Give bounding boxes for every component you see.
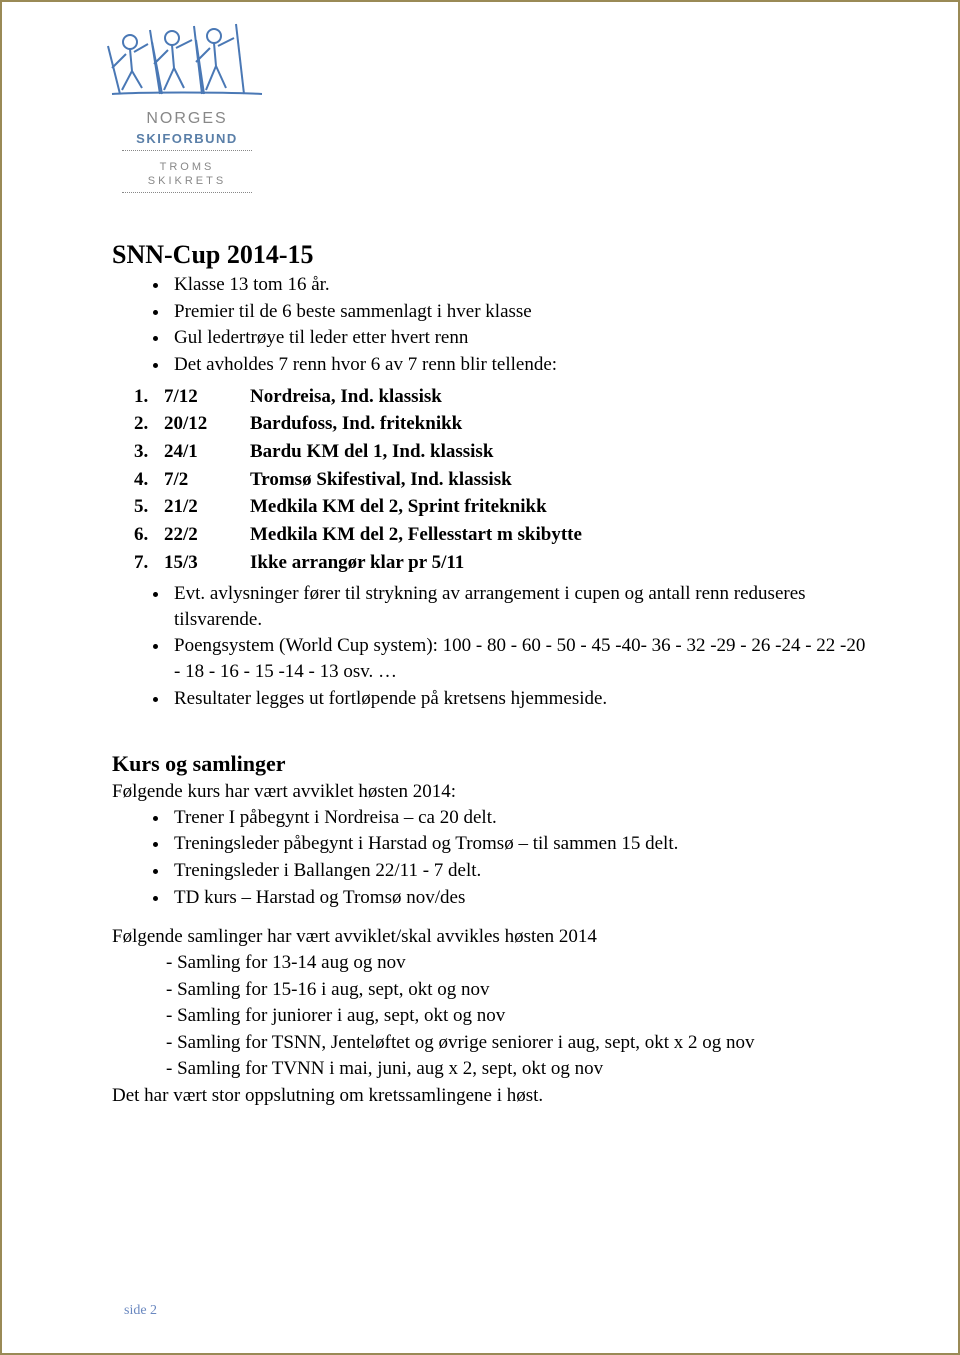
event-date: 24/1 bbox=[164, 439, 250, 465]
snn-intro-list: Klasse 13 tom 16 år. Premier til de 6 be… bbox=[112, 272, 868, 378]
document-body: SNN-Cup 2014-15 Klasse 13 tom 16 år. Pre… bbox=[112, 237, 868, 1109]
event-date: 15/3 bbox=[164, 550, 250, 576]
kurs-closing: Det har vært stor oppslutning om kretssa… bbox=[112, 1083, 868, 1109]
event-date: 21/2 bbox=[164, 494, 250, 520]
snn-events-list: 1. 7/12 Nordreisa, Ind. klassisk 2. 20/1… bbox=[112, 384, 868, 575]
list-item: Samling for 15-16 i aug, sept, okt og no… bbox=[166, 977, 868, 1003]
event-date: 20/12 bbox=[164, 411, 250, 437]
header-logo: NORGES SKIFORBUND TROMS SKIKRETS bbox=[102, 16, 272, 196]
list-item: Samling for TVNN i mai, juni, aug x 2, s… bbox=[166, 1056, 868, 1082]
event-row: 5. 21/2 Medkila KM del 2, Sprint fritekn… bbox=[134, 494, 868, 520]
list-item: Premier til de 6 beste sammenlagt i hver… bbox=[170, 299, 868, 325]
logo-text-region: TROMS SKIKRETS bbox=[102, 161, 272, 189]
snn-cup-title: SNN-Cup 2014-15 bbox=[112, 237, 868, 272]
kurs-title: Kurs og samlinger bbox=[112, 749, 868, 779]
event-row: 4. 7/2 Tromsø Skifestival, Ind. klassisk bbox=[134, 467, 868, 493]
list-item: Klasse 13 tom 16 år. bbox=[170, 272, 868, 298]
list-item: Resultater legges ut fortløpende på kret… bbox=[170, 686, 868, 712]
list-item: TD kurs – Harstad og Tromsø nov/des bbox=[170, 885, 868, 911]
kurs-lead1: Følgende kurs har vært avviklet høsten 2… bbox=[112, 779, 868, 805]
page: NORGES SKIFORBUND TROMS SKIKRETS SNN-Cup… bbox=[0, 0, 960, 1355]
event-row: 2. 20/12 Bardufoss, Ind. friteknikk bbox=[134, 411, 868, 437]
event-desc: Ikke arrangør klar pr 5/11 bbox=[250, 550, 868, 576]
event-desc: Tromsø Skifestival, Ind. klassisk bbox=[250, 467, 868, 493]
list-item: Treningsleder i Ballangen 22/11 - 7 delt… bbox=[170, 858, 868, 884]
event-desc: Bardufoss, Ind. friteknikk bbox=[250, 411, 868, 437]
logo-divider bbox=[122, 150, 252, 151]
event-num: 6. bbox=[134, 522, 164, 548]
event-row: 7. 15/3 Ikke arrangør klar pr 5/11 bbox=[134, 550, 868, 576]
list-item: Poengsystem (World Cup system): 100 - 80… bbox=[170, 633, 868, 684]
event-date: 7/12 bbox=[164, 384, 250, 410]
event-num: 4. bbox=[134, 467, 164, 493]
list-item: Treningsleder påbegynt i Harstad og Trom… bbox=[170, 831, 868, 857]
list-item: Samling for 13-14 aug og nov bbox=[166, 950, 868, 976]
kurs-gatherings-list: Samling for 13-14 aug og nov Samling for… bbox=[112, 950, 868, 1082]
list-item: Gul ledertrøye til leder etter hvert ren… bbox=[170, 325, 868, 351]
event-num: 3. bbox=[134, 439, 164, 465]
logo-text-org2: SKIFORBUND bbox=[102, 130, 272, 148]
event-num: 7. bbox=[134, 550, 164, 576]
event-num: 1. bbox=[134, 384, 164, 410]
list-item: Trener I påbegynt i Nordreisa – ca 20 de… bbox=[170, 805, 868, 831]
logo-text-org1: NORGES bbox=[102, 108, 272, 130]
event-row: 3. 24/1 Bardu KM del 1, Ind. klassisk bbox=[134, 439, 868, 465]
logo-region-line2: SKIKRETS bbox=[148, 175, 226, 187]
event-num: 5. bbox=[134, 494, 164, 520]
list-item: Det avholdes 7 renn hvor 6 av 7 renn bli… bbox=[170, 352, 868, 378]
logo-region-line1: TROMS bbox=[160, 161, 215, 173]
event-desc: Bardu KM del 1, Ind. klassisk bbox=[250, 439, 868, 465]
page-number: side 2 bbox=[124, 1302, 157, 1321]
event-row: 6. 22/2 Medkila KM del 2, Fellesstart m … bbox=[134, 522, 868, 548]
list-item: Evt. avlysninger fører til strykning av … bbox=[170, 581, 868, 632]
event-desc: Nordreisa, Ind. klassisk bbox=[250, 384, 868, 410]
kurs-lead2: Følgende samlinger har vært avviklet/ska… bbox=[112, 924, 868, 950]
kurs-courses-list: Trener I påbegynt i Nordreisa – ca 20 de… bbox=[112, 805, 868, 911]
logo-divider bbox=[122, 192, 252, 193]
event-date: 7/2 bbox=[164, 467, 250, 493]
list-item: Samling for juniorer i aug, sept, okt og… bbox=[166, 1003, 868, 1029]
snn-notes-list: Evt. avlysninger fører til strykning av … bbox=[112, 581, 868, 711]
event-desc: Medkila KM del 2, Sprint friteknikk bbox=[250, 494, 868, 520]
event-row: 1. 7/12 Nordreisa, Ind. klassisk bbox=[134, 384, 868, 410]
list-item: Samling for TSNN, Jenteløftet og øvrige … bbox=[166, 1030, 868, 1056]
event-num: 2. bbox=[134, 411, 164, 437]
event-date: 22/2 bbox=[164, 522, 250, 548]
skiers-logo-icon bbox=[102, 16, 272, 106]
event-desc: Medkila KM del 2, Fellesstart m skibytte bbox=[250, 522, 868, 548]
